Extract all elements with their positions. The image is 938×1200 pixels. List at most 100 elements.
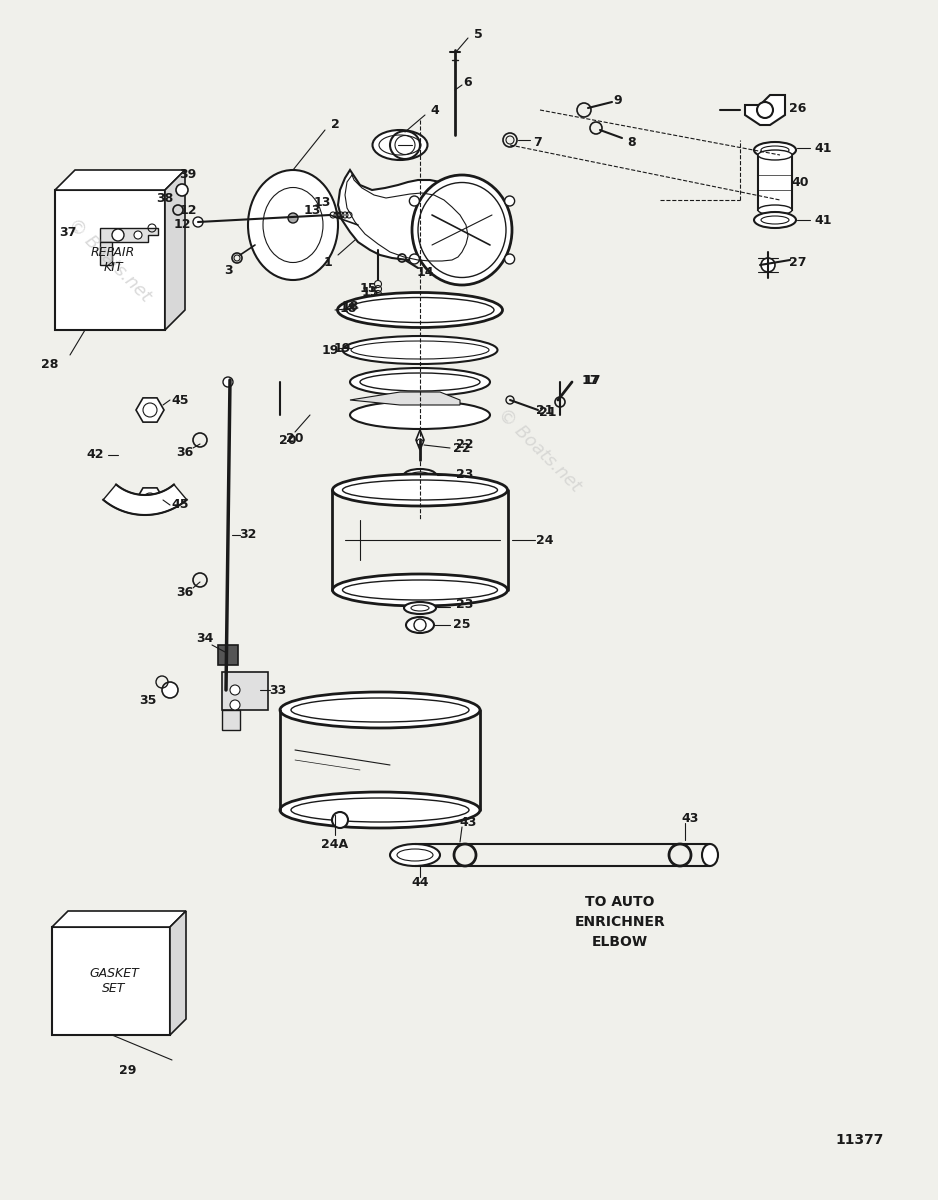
Text: 39: 39 xyxy=(179,168,197,181)
Text: 15: 15 xyxy=(361,286,379,299)
Polygon shape xyxy=(100,242,112,265)
Polygon shape xyxy=(745,95,785,125)
Ellipse shape xyxy=(404,602,436,614)
Text: 17: 17 xyxy=(582,373,598,386)
Ellipse shape xyxy=(390,844,440,866)
Text: 24: 24 xyxy=(537,534,553,546)
Polygon shape xyxy=(165,170,185,330)
Ellipse shape xyxy=(412,175,512,284)
Text: ENRICHNER: ENRICHNER xyxy=(575,914,665,929)
Text: 22: 22 xyxy=(453,442,471,455)
Polygon shape xyxy=(100,228,158,242)
Ellipse shape xyxy=(332,474,507,506)
Text: 38: 38 xyxy=(157,192,174,204)
Text: 36: 36 xyxy=(176,445,193,458)
Bar xyxy=(218,646,238,665)
Text: 26: 26 xyxy=(789,102,807,114)
Text: 24A: 24A xyxy=(322,839,349,852)
Text: 36: 36 xyxy=(176,586,193,599)
Text: 2: 2 xyxy=(330,119,340,132)
Circle shape xyxy=(417,439,423,445)
Circle shape xyxy=(112,229,124,241)
Text: 12: 12 xyxy=(179,204,197,216)
Ellipse shape xyxy=(280,792,480,828)
Text: 41: 41 xyxy=(814,214,832,227)
Ellipse shape xyxy=(332,574,507,606)
Text: ELBOW: ELBOW xyxy=(592,935,648,949)
Ellipse shape xyxy=(702,844,718,866)
Text: © Boats.net: © Boats.net xyxy=(65,215,155,305)
Circle shape xyxy=(134,230,142,239)
Text: 43: 43 xyxy=(681,811,699,824)
Text: 40: 40 xyxy=(792,175,809,188)
Text: 21: 21 xyxy=(539,407,557,420)
Circle shape xyxy=(409,196,419,206)
Polygon shape xyxy=(136,488,164,512)
Text: 1: 1 xyxy=(324,256,332,269)
Text: TO AUTO: TO AUTO xyxy=(585,895,655,910)
Text: 42: 42 xyxy=(86,449,104,462)
Text: 28: 28 xyxy=(41,359,59,372)
Circle shape xyxy=(230,685,240,695)
Polygon shape xyxy=(52,911,186,926)
Text: 4: 4 xyxy=(431,103,439,116)
Text: 45: 45 xyxy=(172,498,189,511)
Text: GASKET
SET: GASKET SET xyxy=(89,967,139,995)
Text: 37: 37 xyxy=(59,226,77,239)
Text: REPAIR
KIT: REPAIR KIT xyxy=(91,246,135,274)
Text: 25: 25 xyxy=(453,618,471,631)
Text: 9: 9 xyxy=(613,94,622,107)
Text: 6: 6 xyxy=(463,76,473,89)
Circle shape xyxy=(176,184,188,196)
Ellipse shape xyxy=(338,293,503,328)
Text: 19: 19 xyxy=(322,343,339,356)
Polygon shape xyxy=(416,430,424,450)
Circle shape xyxy=(288,214,298,223)
Circle shape xyxy=(505,254,515,264)
Circle shape xyxy=(761,258,775,272)
Circle shape xyxy=(332,812,348,828)
Circle shape xyxy=(193,217,203,227)
Polygon shape xyxy=(338,170,480,260)
Text: 18: 18 xyxy=(340,301,356,314)
Text: 14: 14 xyxy=(416,265,433,278)
Text: 23: 23 xyxy=(456,468,474,481)
Polygon shape xyxy=(222,710,240,730)
Ellipse shape xyxy=(758,150,792,160)
Text: © Boats.net: © Boats.net xyxy=(495,404,585,496)
Text: 3: 3 xyxy=(223,264,233,276)
Circle shape xyxy=(757,102,773,118)
Text: 23: 23 xyxy=(456,599,474,612)
Ellipse shape xyxy=(372,130,428,160)
Ellipse shape xyxy=(280,692,480,728)
Ellipse shape xyxy=(350,368,490,396)
Polygon shape xyxy=(170,911,186,1034)
Polygon shape xyxy=(350,392,460,404)
Circle shape xyxy=(230,700,240,710)
Text: 22: 22 xyxy=(456,438,474,451)
Circle shape xyxy=(409,254,419,264)
Text: 19: 19 xyxy=(333,342,351,354)
Ellipse shape xyxy=(404,469,436,481)
Ellipse shape xyxy=(248,170,338,280)
Text: 32: 32 xyxy=(239,528,257,541)
Circle shape xyxy=(223,377,233,386)
Circle shape xyxy=(505,196,515,206)
Bar xyxy=(758,155,792,210)
Text: 18: 18 xyxy=(341,300,358,313)
Text: 11377: 11377 xyxy=(836,1133,885,1147)
Ellipse shape xyxy=(406,617,434,634)
Circle shape xyxy=(162,682,178,698)
Text: 20: 20 xyxy=(280,433,296,446)
Text: 5: 5 xyxy=(474,29,482,42)
Text: 34: 34 xyxy=(196,631,214,644)
Text: 33: 33 xyxy=(269,684,287,696)
Text: 13: 13 xyxy=(313,196,331,209)
Polygon shape xyxy=(55,170,185,190)
Text: 43: 43 xyxy=(460,816,477,828)
Ellipse shape xyxy=(758,205,792,215)
Text: 35: 35 xyxy=(140,694,157,707)
Polygon shape xyxy=(222,672,268,710)
Ellipse shape xyxy=(754,142,796,158)
Text: 20: 20 xyxy=(286,432,304,444)
